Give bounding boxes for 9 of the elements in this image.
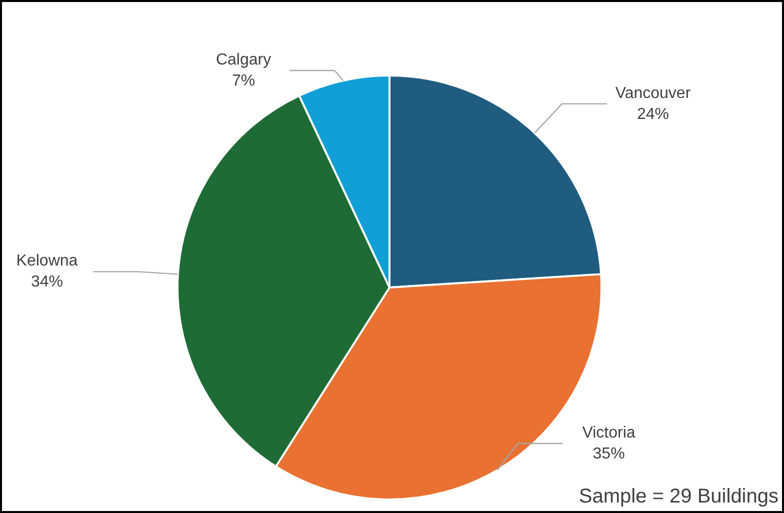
slice-label: Victoria — [582, 424, 636, 442]
data-label: 34% — [30, 274, 64, 291]
data-label: 24% — [636, 106, 670, 123]
data-label: 7% — [232, 72, 256, 90]
slice-label: Calgary — [216, 52, 272, 68]
slice-label: Vancouver — [615, 84, 692, 102]
data-label: 35% — [592, 446, 625, 462]
slice-label: Kelowna — [16, 252, 78, 270]
text: Sample = 29 Buildings — [578, 486, 779, 508]
